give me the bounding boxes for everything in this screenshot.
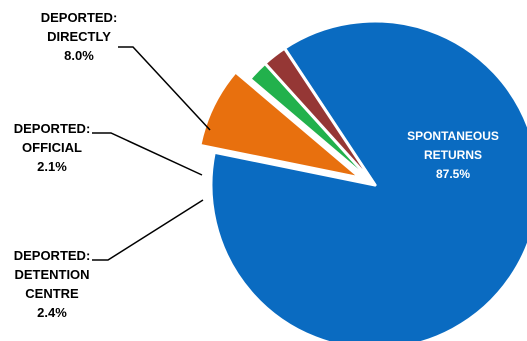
- slice-name-line: OFFICIAL: [22, 140, 82, 155]
- slice-name-line: RETURNS: [424, 148, 482, 162]
- slice-name-line: CENTRE: [25, 286, 79, 301]
- slice-value-label: 2.1%: [37, 159, 67, 174]
- leader-line: [92, 199, 204, 261]
- slice-labels: SPONTANEOUS RETURNS 87.5% DEPORTED: DIRECTLY…: [14, 10, 499, 320]
- slice-name-line: DIRECTLY: [47, 29, 111, 44]
- leader-line: [92, 132, 203, 176]
- leader-lines: [92, 46, 211, 261]
- pie-slice: [198, 70, 363, 180]
- pie-slice: [209, 19, 527, 341]
- slice-name-line: DEPORTED:: [14, 248, 91, 263]
- pie-slice: [263, 46, 377, 187]
- slice-value-label: 2.4%: [37, 305, 67, 320]
- slice-label: DEPORTED: DIRECTLY 8.0%: [41, 10, 118, 63]
- slice-name-line: SPONTANEOUS: [407, 129, 499, 143]
- pie-slices: [198, 19, 527, 341]
- slice-value-label: 87.5%: [436, 167, 470, 181]
- slice-name-line: DETENTION: [14, 267, 89, 282]
- leader-line: [118, 46, 211, 131]
- slice-name-line: DEPORTED:: [14, 121, 91, 136]
- slice-label: SPONTANEOUS RETURNS 87.5%: [407, 129, 499, 181]
- slice-label: DEPORTED: OFFICIAL 2.1%: [14, 121, 91, 174]
- slice-name-line: DEPORTED:: [41, 10, 118, 25]
- slice-value-label: 8.0%: [64, 48, 94, 63]
- slice-label: DEPORTED: DETENTION CENTRE 2.4%: [14, 248, 91, 320]
